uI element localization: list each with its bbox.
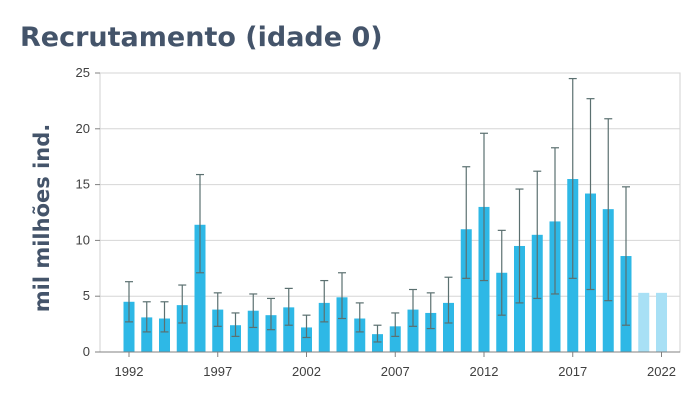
bar	[372, 334, 383, 352]
bar	[389, 326, 401, 352]
y-tick-label: 5	[83, 288, 90, 303]
bar	[283, 307, 295, 352]
bar	[656, 292, 667, 352]
y-tick-label: 25	[76, 65, 90, 80]
x-tick-label: 2012	[470, 364, 499, 379]
y-tick-label: 0	[83, 344, 90, 359]
x-tick-label: 1992	[115, 364, 144, 379]
bar	[247, 310, 259, 352]
x-tick-label: 2022	[647, 364, 676, 379]
x-tick-label: 2002	[292, 364, 321, 379]
bar	[336, 297, 348, 352]
y-tick-label: 10	[76, 232, 90, 247]
x-tick-label: 1997	[203, 364, 232, 379]
bar	[638, 292, 650, 352]
bar	[460, 229, 472, 352]
bar	[425, 312, 437, 352]
bar	[212, 309, 224, 352]
y-tick-label: 20	[76, 121, 90, 136]
bar	[159, 318, 170, 352]
bar	[123, 301, 135, 352]
bar	[443, 302, 454, 352]
x-tick-label: 2017	[558, 364, 587, 379]
bar	[407, 309, 419, 352]
x-tick-label: 2007	[381, 364, 410, 379]
bar	[141, 317, 153, 352]
bar	[194, 224, 206, 352]
bar	[318, 302, 330, 352]
bar	[265, 315, 277, 352]
bar	[230, 325, 241, 352]
chart-title: Recrutamento (idade 0)	[20, 22, 383, 53]
y-tick-label: 15	[76, 177, 90, 192]
bar	[354, 318, 366, 352]
bar	[176, 305, 188, 352]
bar	[301, 327, 312, 352]
